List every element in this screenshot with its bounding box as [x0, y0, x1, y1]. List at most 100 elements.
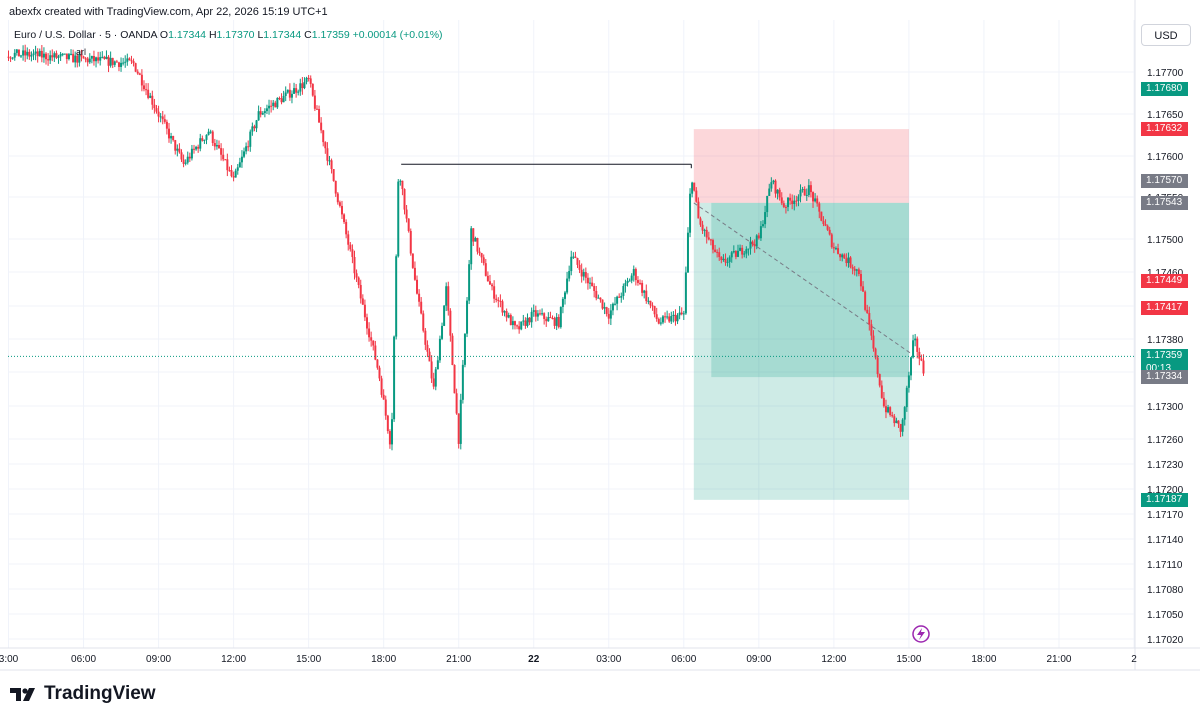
candle-body [695, 190, 698, 202]
candle-body [134, 63, 137, 72]
candle-body [914, 338, 917, 341]
candle-body [405, 209, 408, 219]
candle-body [645, 290, 648, 302]
candle-body [224, 159, 227, 161]
candle-body [493, 286, 496, 299]
candle-body [470, 228, 473, 265]
candle-body [45, 53, 48, 60]
candle-body [701, 224, 704, 231]
candle-body [563, 292, 566, 299]
candle-body [55, 53, 58, 58]
y-tick-label: 1.17650 [1147, 110, 1184, 121]
candle-body [643, 290, 646, 293]
candle-body [117, 62, 120, 67]
candle-body [307, 77, 310, 79]
candle-body [13, 52, 16, 58]
candle-body [832, 247, 835, 249]
candle-body [59, 54, 62, 57]
candle-body [745, 249, 748, 254]
x-tick-label: 21:00 [446, 654, 471, 665]
candle-body [616, 296, 619, 304]
candle-body [22, 50, 25, 56]
candle-body [82, 56, 85, 59]
candle-body [518, 326, 521, 330]
candle-body [499, 300, 502, 302]
candle-body [916, 338, 919, 352]
candle-body [257, 111, 260, 121]
candle-body [426, 344, 429, 352]
candle-body [678, 312, 681, 316]
candle-body [265, 108, 268, 112]
candle-body [259, 111, 262, 115]
candle-body [895, 420, 898, 424]
candle-body [480, 253, 483, 258]
candle-body [359, 284, 362, 299]
candle-body [393, 336, 396, 420]
candle-body [691, 182, 694, 194]
x-tick-label: 06:00 [671, 654, 696, 665]
candle-body [132, 61, 135, 64]
candle-body [686, 232, 689, 273]
candle-body [762, 224, 765, 227]
candle-body [520, 321, 523, 330]
y-tick-label: 1.17200 [1147, 485, 1184, 496]
candle-body [295, 88, 298, 93]
candle-body [215, 145, 218, 147]
x-tick-label: 09:00 [746, 654, 771, 665]
tradingview-mark-icon [10, 688, 35, 701]
candle-body [428, 351, 431, 362]
currency-button[interactable]: USD [1141, 24, 1191, 46]
candle-body [655, 314, 658, 319]
y-tick-label: 1.17170 [1147, 510, 1184, 521]
candle-body [178, 148, 181, 153]
candle-body [238, 162, 241, 168]
candle-body [574, 256, 577, 259]
candle-body [270, 105, 273, 107]
candle-body [718, 252, 721, 258]
candle-body [776, 189, 779, 194]
candle-body [747, 248, 750, 250]
candle-body [561, 298, 564, 307]
candle-body [103, 56, 106, 59]
candle-body [353, 257, 356, 274]
candle-body [222, 154, 225, 160]
candle-body [907, 375, 910, 388]
indicator-label[interactable]: arl [76, 47, 87, 57]
candle-body [299, 83, 302, 92]
candle-body [547, 317, 550, 322]
candle-body [355, 273, 358, 278]
candle-body [501, 301, 504, 313]
candle-body [368, 328, 371, 338]
candle-body [32, 53, 35, 56]
candle-body [436, 360, 439, 370]
candle-body [582, 272, 585, 277]
y-tick-label: 1.17260 [1147, 435, 1184, 446]
candle-body [197, 146, 200, 149]
candle-body [787, 197, 790, 208]
candle-body [236, 167, 239, 171]
candle-body [153, 104, 156, 109]
candle-body [161, 116, 164, 120]
candle-body [9, 57, 12, 59]
candle-body [199, 138, 202, 149]
symbol-name[interactable]: Euro / U.S. Dollar · 5 · OANDA [14, 29, 157, 41]
candle-body [591, 282, 594, 287]
candle-body [157, 111, 160, 117]
candle-body [165, 121, 168, 129]
candle-body [42, 53, 45, 58]
candle-body [830, 234, 833, 248]
candle-body [641, 282, 644, 293]
x-tick-label: 22 [528, 654, 540, 665]
candle-body [420, 301, 423, 314]
candle-body [626, 280, 629, 284]
candle-body [151, 95, 154, 105]
candle-body [220, 148, 223, 155]
candle-body [868, 312, 871, 325]
candle-body [636, 280, 639, 283]
candle-body [138, 73, 141, 75]
candle-body [90, 56, 93, 59]
candle-body [516, 325, 519, 327]
candle-body [128, 58, 131, 61]
candle-body [347, 234, 350, 245]
